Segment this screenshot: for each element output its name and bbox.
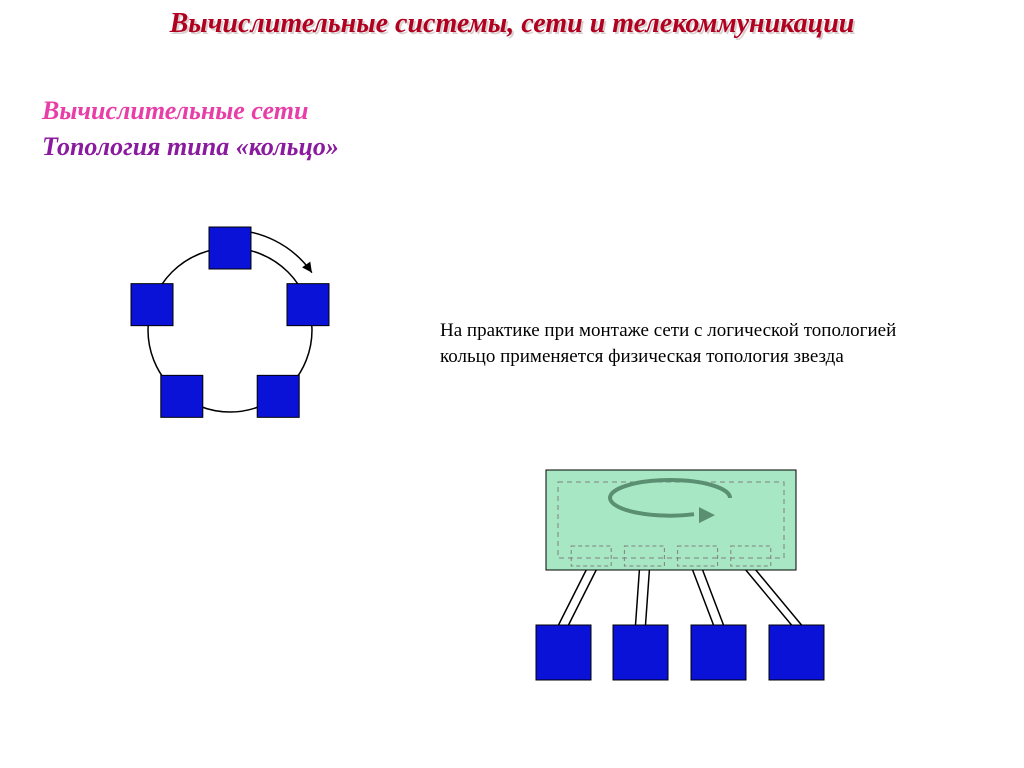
hub-rect — [546, 470, 796, 570]
cable-line — [746, 570, 792, 625]
cable-line — [646, 570, 650, 625]
star-node — [691, 625, 746, 680]
star-topology-diagram — [0, 0, 1024, 768]
cable-line — [636, 570, 640, 625]
cable-line — [703, 570, 724, 625]
slide: Вычислительные системы, сети и телекомму… — [0, 0, 1024, 768]
star-svg — [0, 0, 1024, 768]
star-node — [613, 625, 668, 680]
cable-line — [693, 570, 714, 625]
star-node — [536, 625, 591, 680]
star-node — [769, 625, 824, 680]
cable-line — [756, 570, 802, 625]
